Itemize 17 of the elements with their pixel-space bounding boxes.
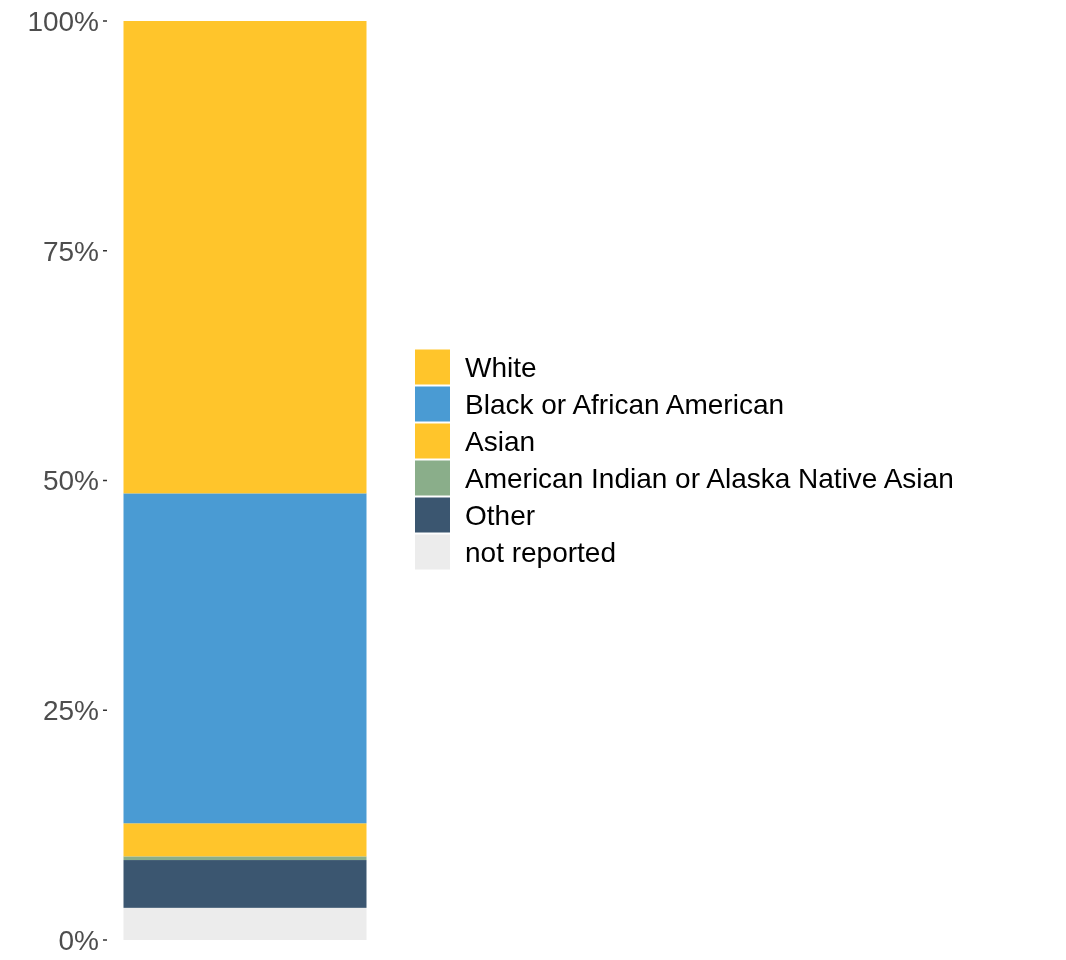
bar [123, 823, 367, 857]
y-tick-label: 100% [27, 5, 99, 37]
bar [123, 860, 367, 908]
y-tick-label: 0% [58, 924, 99, 956]
y-tick-label: 50% [42, 465, 99, 497]
y-tick-label: 25% [42, 695, 99, 727]
y-tick-label: 75% [42, 235, 99, 267]
legend-label: Other [465, 499, 536, 531]
legend-label: Black or African American [465, 388, 785, 420]
legend-label: not reported [465, 536, 616, 568]
legend-label: White [465, 351, 537, 383]
legend-label: Asian [465, 425, 536, 457]
bar [123, 907, 367, 940]
legend-label: American Indian or Alaska Native Asian [465, 462, 954, 494]
bar [123, 21, 367, 494]
bar [123, 856, 367, 861]
bar [123, 493, 367, 824]
